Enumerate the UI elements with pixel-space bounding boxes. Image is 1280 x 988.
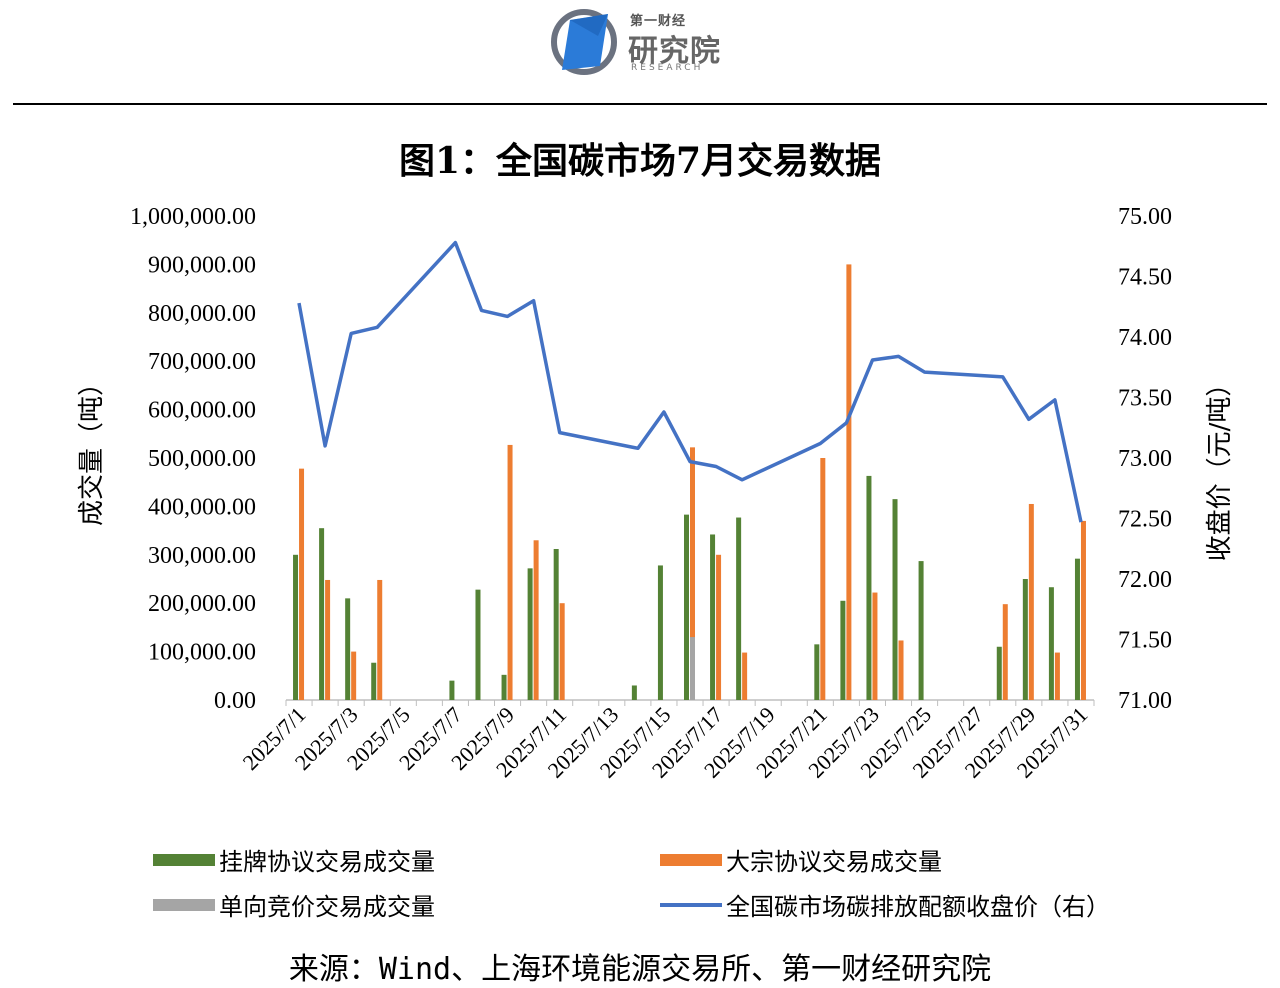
bar-block [690,447,695,700]
bar-block [507,444,513,700]
logo-main-text: 研究院 [628,34,721,69]
legend-item-auction: 单向竞价交易成交量 [153,887,435,922]
bar-listed [892,499,898,700]
legend-label-listed: 挂牌协议交易成交量 [219,848,435,876]
logo-emblem-icon [551,9,617,75]
y-left-tick-label: 100,000.00 [148,640,256,666]
bar-listed [736,517,742,700]
bar-listed [371,662,377,700]
legend-item-block: 大宗协议交易成交量 [660,842,942,877]
bar-listed [553,548,559,700]
research-logo: 第一财经 研究院 RESEARCH [548,6,738,76]
y-right-tick-label: 72.00 [1118,567,1172,593]
bar-auction [690,637,695,700]
y-left-tick-label: 0.00 [214,688,256,714]
bar-block [1002,604,1008,700]
legend-label-auction: 单向竞价交易成交量 [219,893,435,921]
legend-swatch-green [153,853,215,866]
bar-block [846,264,852,700]
bar-listed [684,514,689,700]
legend-label-price: 全国碳市场碳排放配额收盘价（右） [726,893,1110,921]
bar-listed [293,554,299,700]
bar-listed [814,644,820,700]
y-right-tick-label: 73.50 [1118,386,1172,412]
bar-listed [319,528,325,700]
y-left-tick-label: 400,000.00 [148,494,256,520]
bar-block [1054,652,1060,700]
bar-block [533,540,539,700]
bar-block [559,603,565,700]
bar-block [742,652,748,700]
y-left-tick-label: 600,000.00 [148,398,256,424]
bar-listed [840,600,846,700]
chart-canvas: 0.00 100,000.00 200,000.00 300,000.00 400,00… [77,204,1235,783]
bar-block [299,468,305,700]
y-left-tick-label: 200,000.00 [148,591,256,617]
bar-listed [449,680,455,700]
bar-listed [1022,579,1028,700]
bar-block [325,579,331,700]
legend-item-price: 全国碳市场碳排放配额收盘价（右） [660,887,1110,922]
bar-block [820,458,826,700]
y-left-tick-label: 1,000,000.00 [130,204,256,230]
bar-listed [710,534,716,700]
bar-block [716,554,722,700]
y-right-tick-label: 71.50 [1118,628,1172,654]
y-left-tick-label: 500,000.00 [148,446,256,472]
bar-listed [996,646,1002,700]
legend-swatch-gray [153,898,215,911]
bar-block [377,579,383,700]
legend-swatch-orange [660,853,722,866]
logo-sub-text: RESEARCH [631,63,704,73]
bar-listed [631,685,637,700]
bar-block [351,651,357,700]
bar-block [1080,520,1086,700]
bar-block [898,640,904,700]
bar-block [1028,503,1034,700]
y-right-tick-label: 71.00 [1118,688,1172,714]
y-right-axis-title: 收盘价（元/吨） [1205,371,1235,562]
bar-listed [345,598,351,700]
bar-listed [918,561,924,700]
bar-listed [475,589,481,700]
bar-listed [657,565,663,700]
bar-listed [866,475,872,700]
y-right-tick-label: 75.00 [1118,204,1172,230]
legend-swatch-blue [660,902,722,907]
y-left-tick-label: 700,000.00 [148,349,256,375]
bar-listed [501,674,507,700]
bar-listed [1074,558,1080,700]
y-left-tick-label: 800,000.00 [148,301,256,327]
logo-top-text: 第一财经 [630,14,687,29]
legend-item-listed: 挂牌协议交易成交量 [153,842,435,877]
legend-label-block: 大宗协议交易成交量 [726,848,942,876]
chart-title: 图1：全国碳市场7月交易数据 [398,140,882,182]
y-left-tick-label: 900,000.00 [148,252,256,278]
y-right-tick-label: 73.00 [1118,446,1172,472]
y-right-tick-label: 74.50 [1118,265,1172,291]
y-left-axis-title: 成交量（吨） [77,370,107,526]
bar-block [872,592,878,700]
bar-listed [1048,587,1054,700]
header-divider [13,103,1267,105]
source-note: 来源：Wind、上海环境能源交易所、第一财经研究院 [288,952,992,987]
y-right-tick-label: 74.00 [1118,325,1172,351]
y-right-tick-label: 72.50 [1118,507,1172,533]
y-left-tick-label: 300,000.00 [148,543,256,569]
bar-listed [527,568,533,700]
